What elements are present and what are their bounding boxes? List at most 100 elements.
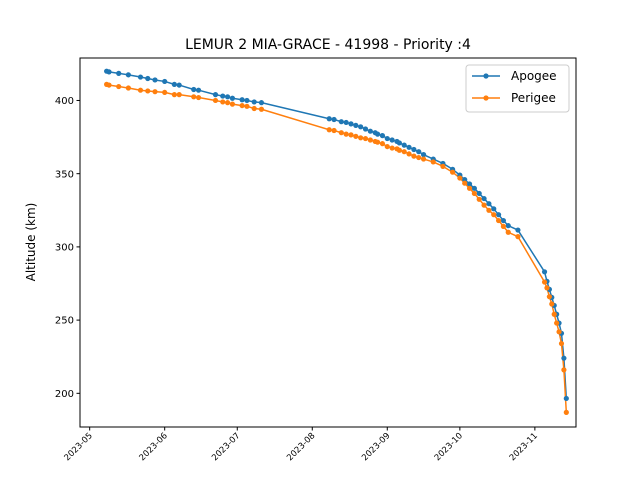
- data-point-perigee: [171, 92, 177, 98]
- data-point-apogee: [515, 227, 521, 233]
- data-point-perigee: [358, 135, 364, 141]
- data-point-perigee: [416, 154, 422, 161]
- data-point-apogee: [466, 181, 473, 187]
- data-point-apogee: [384, 135, 390, 142]
- data-point-perigee: [106, 82, 112, 88]
- y-axis-label: Altitude (km): [24, 203, 38, 282]
- data-point-perigee: [251, 105, 257, 112]
- data-point-apogee: [224, 94, 231, 100]
- data-point-apogee: [152, 77, 158, 83]
- data-point-perigee: [116, 83, 122, 90]
- data-point-apogee: [396, 140, 402, 146]
- data-point-apogee: [476, 190, 482, 197]
- data-point-perigee: [406, 151, 412, 157]
- data-point-perigee: [546, 294, 552, 300]
- chart-title: LEMUR 2 MIA-GRACE - 41998 - Priority :4: [185, 37, 471, 53]
- data-point-apogee: [481, 195, 487, 202]
- data-point-perigee: [367, 137, 373, 143]
- data-point-apogee: [220, 93, 226, 99]
- data-point-perigee: [563, 409, 569, 415]
- data-point-apogee: [162, 78, 168, 85]
- data-point-perigee: [353, 133, 359, 139]
- data-point-perigee: [389, 145, 395, 151]
- data-point-apogee: [244, 97, 250, 104]
- data-point-perigee: [476, 196, 482, 202]
- data-point-perigee: [195, 94, 202, 101]
- data-point-perigee: [176, 92, 182, 98]
- legend-marker-perigee: [483, 95, 489, 101]
- data-point-perigee: [505, 229, 511, 235]
- data-point-perigee: [338, 130, 344, 136]
- data-point-apogee: [491, 206, 497, 212]
- data-point-perigee: [375, 139, 381, 145]
- data-point-perigee: [401, 149, 407, 155]
- data-point-perigee: [326, 127, 332, 133]
- data-point-perigee: [396, 147, 402, 153]
- data-point-perigee: [224, 100, 231, 106]
- data-point-apogee: [563, 395, 569, 402]
- data-point-perigee: [450, 169, 456, 175]
- data-point-apogee: [541, 269, 548, 275]
- data-point-perigee: [491, 212, 497, 218]
- data-point-apogee: [420, 152, 427, 158]
- data-point-perigee: [471, 190, 477, 197]
- data-point-apogee: [212, 92, 219, 98]
- data-point-apogee: [331, 116, 337, 123]
- data-point-perigee: [145, 88, 151, 94]
- data-point-perigee: [549, 301, 555, 307]
- data-point-perigee: [362, 135, 369, 142]
- data-point-perigee: [420, 156, 427, 162]
- data-point-apogee: [495, 212, 502, 218]
- data-point-perigee: [239, 102, 245, 109]
- data-point-apogee: [338, 119, 344, 125]
- data-point-apogee: [191, 86, 197, 93]
- data-point-perigee: [430, 159, 436, 165]
- data-point-apogee: [505, 223, 511, 229]
- data-point-apogee: [116, 70, 122, 76]
- data-point-perigee: [152, 89, 158, 95]
- data-point-perigee: [558, 340, 565, 347]
- data-point-apogee: [358, 124, 364, 130]
- data-point-apogee: [343, 119, 349, 126]
- legend-marker-apogee: [483, 73, 489, 79]
- y-tick-label: 350: [55, 169, 74, 180]
- data-point-perigee: [554, 320, 560, 326]
- data-point-perigee: [220, 99, 226, 105]
- data-point-perigee: [229, 101, 236, 107]
- data-point-perigee: [348, 132, 354, 138]
- data-point-apogee: [145, 75, 151, 82]
- data-point-apogee: [406, 144, 412, 150]
- data-point-perigee: [212, 97, 219, 104]
- data-point-perigee: [162, 89, 168, 96]
- data-point-perigee: [411, 153, 417, 159]
- data-point-apogee: [125, 72, 131, 78]
- data-point-perigee: [556, 329, 562, 335]
- data-point-perigee: [457, 175, 463, 181]
- data-point-apogee: [251, 99, 257, 105]
- data-point-perigee: [495, 217, 502, 224]
- data-point-apogee: [353, 122, 359, 128]
- plot-frame: [79, 57, 577, 428]
- data-point-perigee: [331, 127, 337, 134]
- data-point-apogee: [171, 81, 177, 87]
- data-point-apogee: [379, 133, 386, 139]
- data-point-perigee: [244, 103, 250, 109]
- data-point-perigee: [125, 85, 131, 91]
- data-point-apogee: [375, 131, 381, 137]
- data-point-apogee: [176, 82, 182, 88]
- y-tick-label: 250: [55, 316, 74, 327]
- data-point-apogee: [229, 95, 236, 101]
- data-point-perigee: [481, 202, 487, 208]
- data-point-perigee: [384, 143, 390, 150]
- y-tick-label: 300: [55, 242, 74, 253]
- data-point-apogee: [462, 176, 468, 183]
- data-point-apogee: [106, 69, 112, 75]
- data-point-perigee: [466, 185, 473, 191]
- y-tick-label: 200: [55, 389, 74, 400]
- data-point-apogee: [362, 126, 369, 132]
- series-markers: [104, 68, 569, 415]
- data-point-perigee: [551, 311, 557, 317]
- data-point-perigee: [486, 207, 492, 213]
- data-point-perigee: [544, 285, 550, 291]
